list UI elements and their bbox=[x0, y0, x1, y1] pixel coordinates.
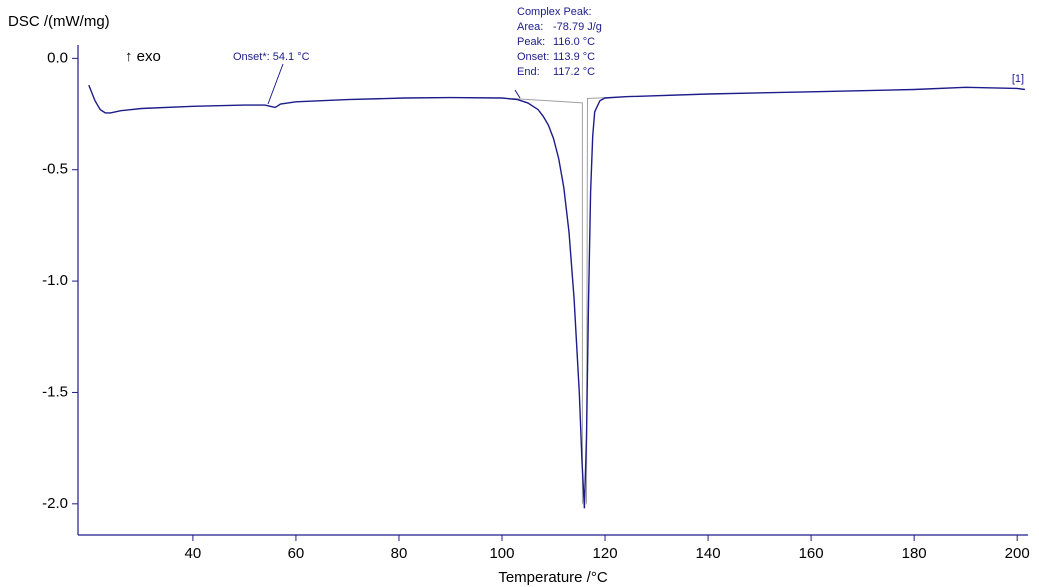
annotation-leader bbox=[514, 89, 521, 99]
annotation-leader bbox=[267, 63, 284, 105]
x-tick-label: 120 bbox=[593, 545, 618, 562]
y-axis-label: DSC /(mW/mg) bbox=[8, 13, 110, 30]
dsc-curve bbox=[88, 84, 1025, 509]
onset-annotation: Onset*: 54.1 °C bbox=[233, 51, 310, 63]
x-axis-label: Temperature /°C bbox=[498, 569, 608, 586]
x-tick-label: 200 bbox=[1005, 545, 1030, 562]
peak-annotation-key: End: bbox=[517, 66, 540, 78]
y-tick-label: -0.5 bbox=[42, 161, 68, 178]
x-tick-label: 60 bbox=[288, 545, 305, 562]
x-tick-label: 180 bbox=[902, 545, 927, 562]
peak-annotation-key: Area: bbox=[517, 21, 543, 33]
y-tick-label: -1.5 bbox=[42, 383, 68, 400]
x-tick-label: 40 bbox=[185, 545, 202, 562]
y-tick-label: -2.0 bbox=[42, 495, 68, 512]
y-tick-label: -1.0 bbox=[42, 272, 68, 289]
peak-annotation-value: 117.2 °C bbox=[553, 66, 595, 78]
exo-label: ↑ exo bbox=[125, 48, 161, 65]
peak-annotation-value: 113.9 °C bbox=[553, 51, 595, 63]
baseline bbox=[512, 98, 583, 504]
peak-annotation-value: -78.79 J/g bbox=[553, 21, 602, 33]
x-tick-label: 80 bbox=[391, 545, 408, 562]
peak-annotation-value: 116.0 °C bbox=[553, 36, 595, 48]
peak-annotation-key: Peak: bbox=[517, 36, 545, 48]
y-tick-label: 0.0 bbox=[47, 49, 68, 66]
x-tick-label: 140 bbox=[696, 545, 721, 562]
peak-annotation-title: Complex Peak: bbox=[517, 6, 592, 18]
peak-annotation-key: Onset: bbox=[517, 51, 549, 63]
x-tick-label: 100 bbox=[489, 545, 514, 562]
x-tick-label: 160 bbox=[799, 545, 824, 562]
curve-label: [1] bbox=[1012, 73, 1024, 85]
